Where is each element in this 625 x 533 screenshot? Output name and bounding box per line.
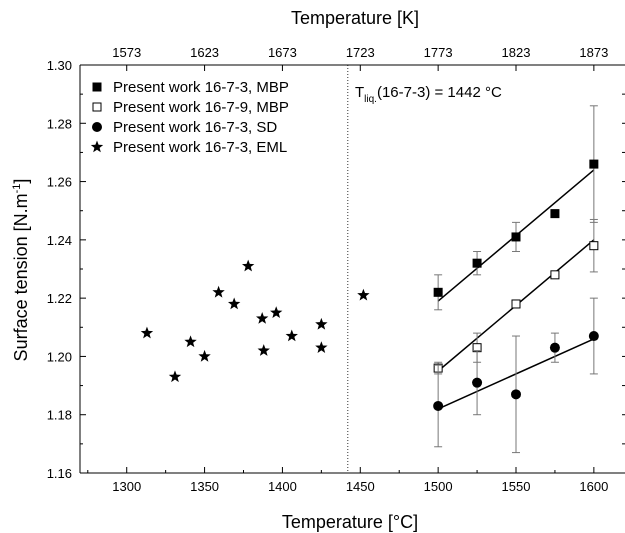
data-point [315, 317, 328, 330]
x-tick-label: 1300 [112, 479, 141, 494]
chart-text: Temperature [K] Temperature [°C] Surface… [11, 8, 608, 532]
annotation-subscript: liq. [364, 94, 377, 105]
y-tick-label: 1.30 [47, 58, 72, 73]
legend-label: Present work 16-7-9, MBP [113, 99, 289, 116]
data-point [257, 344, 270, 356]
y-axis-title: Surface tension [N.m-1] [11, 179, 31, 362]
x2-tick-label: 1873 [579, 45, 608, 60]
data-point [256, 312, 269, 324]
data-point [549, 342, 560, 353]
data-point [433, 287, 443, 297]
x2-axis-title: Temperature [K] [291, 8, 419, 28]
x2-tick-label: 1823 [502, 45, 531, 60]
x-tick-label: 1400 [268, 479, 297, 494]
y-tick-label: 1.28 [47, 116, 72, 131]
y-tick-label: 1.26 [47, 175, 72, 190]
data-point [285, 329, 298, 342]
data-point [588, 331, 599, 342]
x2-tick-label: 1573 [112, 45, 141, 60]
y-axis-title-main: Surface tension [N.m [11, 193, 31, 361]
data-point [184, 335, 197, 348]
data-point [241, 259, 255, 272]
data-point [227, 297, 241, 310]
liquidus-annotation: Tliq.(16-7-3) = 1442 °C [355, 84, 502, 105]
data-point [212, 285, 225, 298]
legend-marker [92, 82, 102, 92]
data-point [550, 209, 560, 219]
data-point [511, 299, 521, 309]
data-marks [140, 105, 599, 454]
axis-ticks [80, 64, 625, 474]
x-tick-label: 1550 [502, 479, 531, 494]
x2-tick-label: 1723 [346, 45, 375, 60]
legend-marker [92, 122, 102, 132]
data-point [511, 389, 521, 400]
legend-label: Present work 16-7-3, EML [113, 139, 287, 156]
x2-tick-label: 1773 [424, 45, 453, 60]
x-tick-label: 1450 [346, 479, 375, 494]
data-point [315, 341, 328, 353]
x-tick-label: 1500 [424, 479, 453, 494]
x2-tick-label: 1623 [190, 45, 219, 60]
y-tick-label: 1.20 [47, 349, 72, 364]
annotation-prefix: T [355, 84, 364, 101]
x-tick-label: 1350 [190, 479, 219, 494]
data-point [472, 377, 483, 388]
data-point [198, 349, 211, 362]
legend: Present work 16-7-3, MBP Present work 16-… [90, 79, 289, 156]
data-point [589, 159, 599, 169]
data-point [270, 306, 283, 318]
annotation-suffix: (16-7-3) = 1442 °C [377, 84, 502, 101]
data-point [511, 232, 521, 242]
data-point [589, 241, 599, 251]
y-tick-label: 1.24 [47, 233, 72, 248]
data-point [140, 326, 154, 339]
legend-marker [90, 140, 104, 153]
data-point [550, 270, 560, 280]
data-point [472, 258, 482, 268]
y-tick-label: 1.18 [47, 408, 72, 423]
y-axis-title-sup: -1 [11, 184, 23, 194]
data-point [168, 370, 182, 383]
y-tick-label: 1.22 [47, 291, 72, 306]
y-axis-title-end: ] [11, 179, 31, 184]
legend-marker [92, 102, 102, 112]
x-tick-label: 1600 [579, 479, 608, 494]
x-axis-title: Temperature [°C] [282, 512, 418, 532]
legend-label: Present work 16-7-3, MBP [113, 79, 289, 96]
data-point [357, 288, 370, 301]
x2-tick-label: 1673 [268, 45, 297, 60]
y-tick-label: 1.16 [47, 466, 72, 481]
data-point [433, 400, 444, 411]
legend-label: Present work 16-7-3, SD [113, 119, 277, 136]
